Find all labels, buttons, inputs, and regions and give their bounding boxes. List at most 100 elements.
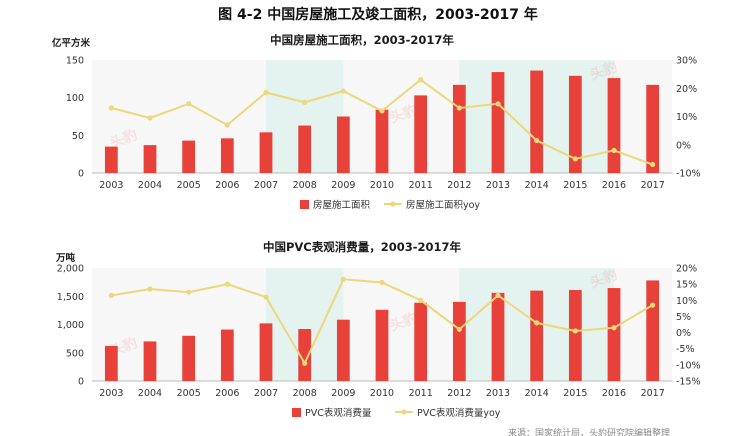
bar (414, 302, 428, 381)
x-tick-label: 2017 (641, 180, 665, 191)
x-tick-label: 2015 (563, 388, 587, 399)
x-tick-label: 2007 (254, 180, 278, 191)
x-tick-label: 2004 (138, 388, 162, 399)
x-tick-label: 2010 (370, 388, 394, 399)
bar (182, 140, 196, 173)
bar (336, 319, 350, 381)
yoy-point (572, 156, 578, 162)
x-tick-label: 2003 (99, 388, 123, 399)
yoy-point (224, 122, 230, 128)
bar (375, 309, 389, 381)
x-tick-label: 2008 (293, 388, 317, 399)
y-right-tick-label: 30% (676, 56, 697, 67)
x-tick-label: 2011 (409, 388, 433, 399)
y-right-tick-label: 20% (676, 84, 697, 95)
x-tick-label: 2009 (331, 180, 355, 191)
x-tick-label: 2005 (177, 388, 201, 399)
figure-title: 图 4-2 中国房屋施工及竣工面积，2003-2017 年 (218, 7, 538, 23)
x-tick-label: 2015 (563, 180, 587, 191)
yoy-point (147, 286, 153, 292)
x-tick-label: 2011 (409, 180, 433, 191)
bar (491, 72, 505, 173)
yoy-point (302, 99, 308, 105)
bar (143, 145, 157, 173)
yoy-point (108, 292, 114, 299)
bar (336, 116, 350, 173)
y-right-tick-label: -10% (676, 169, 701, 180)
legend-line-marker (390, 201, 396, 207)
y-right-tick-label: 10% (676, 112, 697, 123)
y-right-tick-label: 0% (676, 328, 691, 339)
yoy-point (495, 292, 501, 299)
yoy-point (534, 320, 540, 326)
bar (259, 132, 273, 173)
x-tick-label: 2003 (99, 180, 123, 191)
y-left-tick-label: 50 (72, 131, 84, 142)
x-tick-label: 2007 (254, 388, 278, 399)
bar (143, 341, 157, 381)
bar (104, 345, 118, 381)
bar (452, 84, 466, 173)
yoy-point (340, 276, 346, 282)
bar (530, 290, 544, 381)
x-tick-label: 2010 (370, 180, 394, 191)
legend-bar-swatch (300, 200, 309, 209)
y-right-tick-label: 5% (676, 312, 691, 323)
yoy-point (108, 105, 114, 111)
bar (220, 329, 234, 381)
x-tick-label: 2006 (215, 180, 239, 191)
bar (104, 146, 118, 173)
y-right-tick-label: -15% (676, 377, 701, 388)
y-left-tick-label: 0 (78, 169, 84, 180)
x-tick-label: 2017 (641, 388, 665, 399)
x-tick-label: 2016 (602, 180, 626, 191)
yoy-point (379, 108, 385, 114)
bar (568, 75, 582, 173)
x-tick-label: 2008 (293, 180, 317, 191)
y-left-tick-label: 150 (66, 56, 84, 67)
bar (491, 292, 505, 381)
bar (607, 288, 621, 381)
yoy-point (495, 101, 501, 107)
bar (646, 280, 660, 381)
yoy-point (302, 360, 308, 366)
y-left-tick-label: 1,000 (57, 320, 84, 331)
yoy-point (650, 161, 656, 168)
legend-line-label: PVC表观消费量yoy (417, 407, 501, 419)
yoy-point (224, 281, 230, 287)
legend-bar-label: 房屋施工面积 (313, 199, 371, 211)
y-right-tick-label: -10% (676, 360, 701, 371)
yoy-point (186, 289, 192, 295)
yoy-point (572, 328, 578, 334)
yoy-point (456, 105, 462, 111)
yoy-point (534, 137, 540, 144)
bar (182, 335, 196, 381)
yoy-point (340, 88, 346, 94)
x-tick-label: 2016 (602, 388, 626, 399)
x-tick-label: 2006 (215, 388, 239, 399)
legend-bar-label: PVC表观消费量 (305, 407, 372, 419)
y-right-tick-label: 20% (676, 264, 697, 275)
bar (530, 70, 544, 173)
x-tick-label: 2012 (447, 180, 471, 191)
x-tick-label: 2013 (486, 388, 510, 399)
x-tick-label: 2014 (525, 388, 549, 399)
y-right-tick-label: 10% (676, 296, 697, 307)
y-left-tick-label: 2,000 (57, 264, 84, 275)
bar (646, 84, 660, 173)
yoy-point (379, 279, 385, 286)
bar (259, 323, 273, 381)
y-left-tick-label: 500 (66, 348, 84, 359)
chart-1: 头豹头豹头豹中国房屋施工面积，2003-2017年亿平方米050100150-1… (52, 33, 701, 211)
yoy-point (263, 294, 269, 300)
y-right-tick-label: 0% (676, 140, 691, 151)
yoy-point (611, 147, 617, 153)
source-footer: 来源：国家统计局，头豹研究院编辑整理 (508, 429, 671, 436)
bar (298, 329, 312, 381)
y-right-tick-label: -5% (676, 344, 695, 355)
y-left-tick-label: 0 (78, 377, 84, 388)
yoy-point (650, 302, 656, 308)
y-axis-unit-label: 万吨 (55, 252, 76, 264)
bar (568, 290, 582, 381)
